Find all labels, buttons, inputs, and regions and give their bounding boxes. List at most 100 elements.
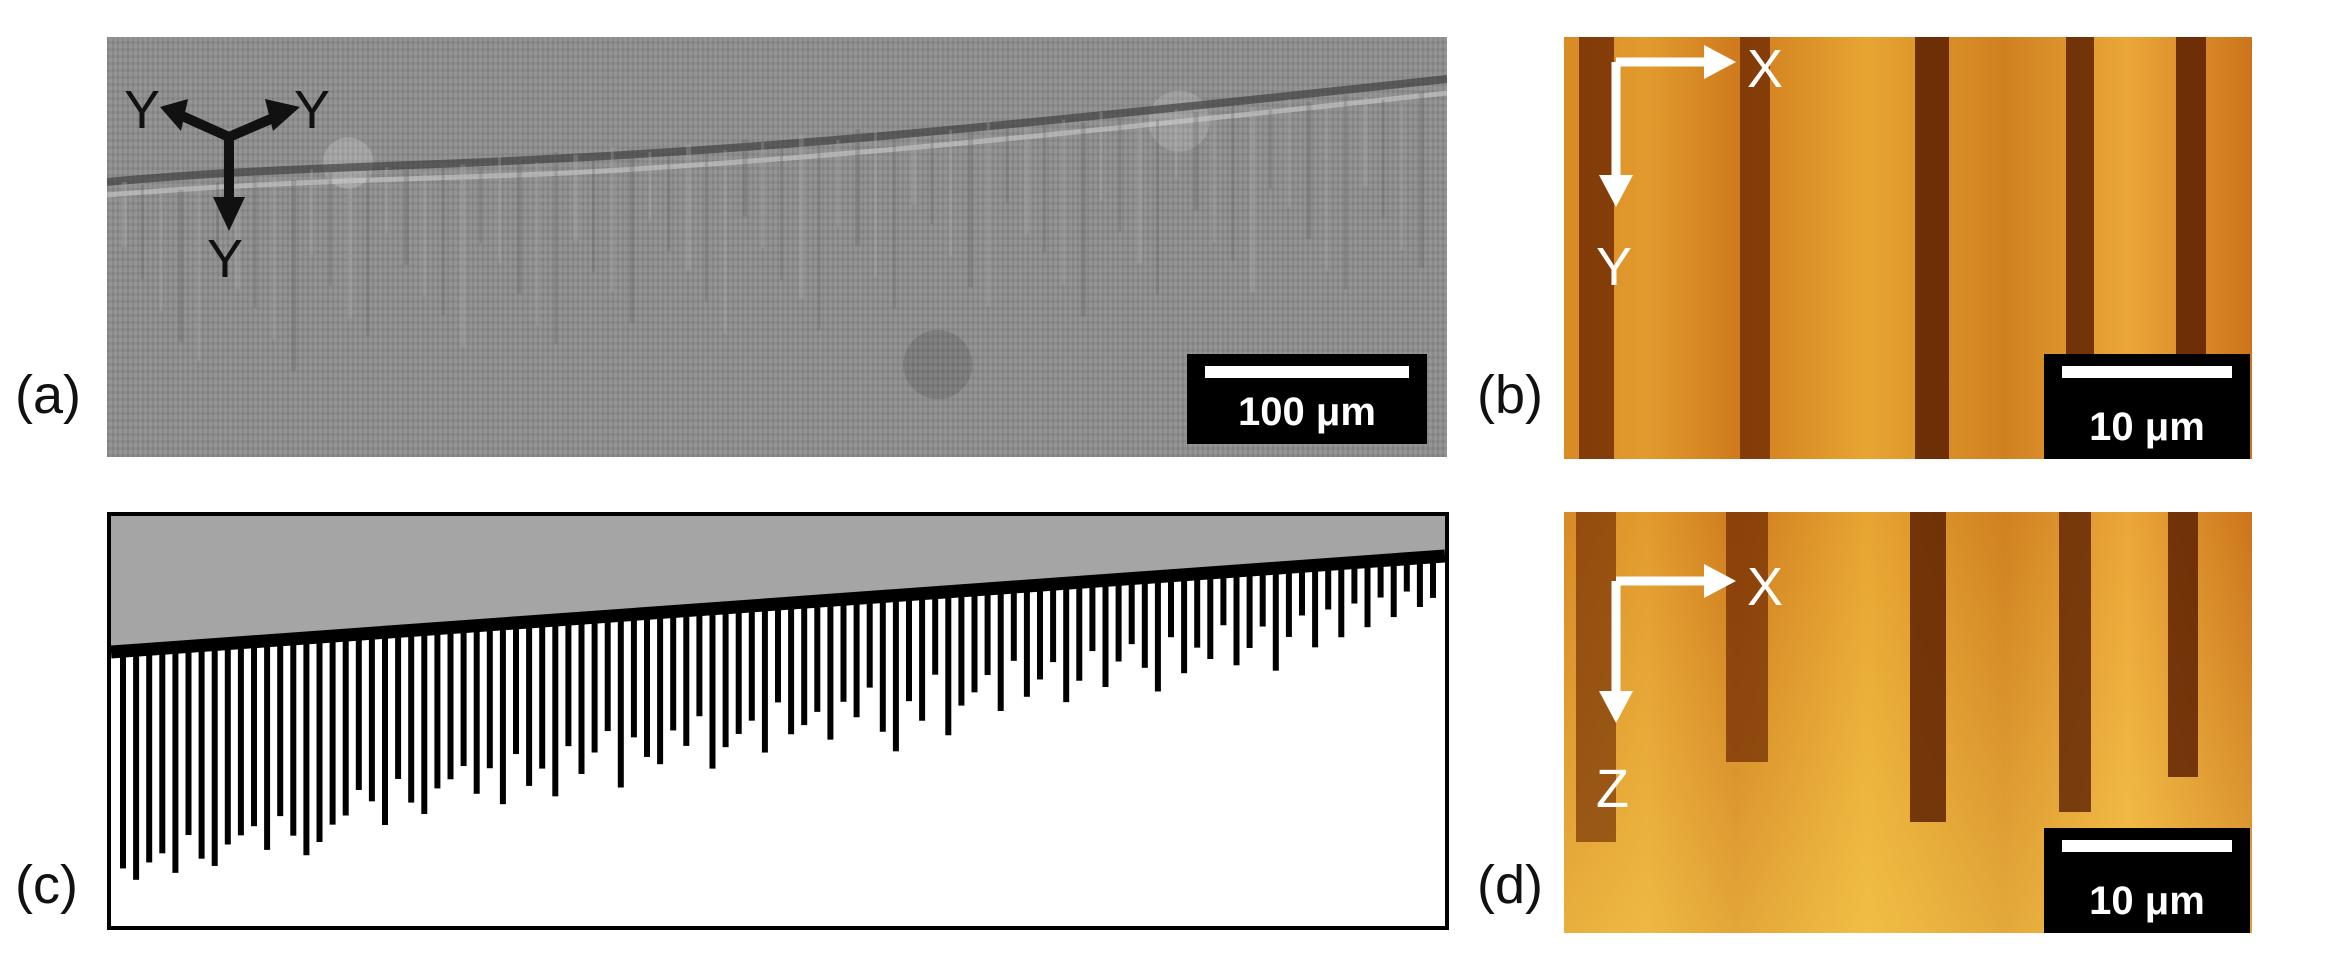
needle-domain (670, 611, 677, 731)
vertical-feature (573, 154, 579, 241)
vertical-feature (216, 182, 219, 258)
needle-domain (552, 620, 559, 797)
vertical-feature (122, 182, 127, 247)
vertical-feature (1118, 114, 1122, 232)
needle-domain (1285, 567, 1292, 637)
needle-domain (1246, 570, 1253, 648)
vertical-feature (949, 129, 953, 256)
panel-a-scale-bar: 100 μm (1187, 354, 1427, 444)
vertical-feature (892, 134, 896, 309)
needle-domain (1416, 557, 1423, 608)
vertical-feature (1400, 102, 1404, 250)
needle-domain (251, 641, 257, 827)
needle-domain (866, 597, 873, 688)
needle-domain (814, 601, 821, 712)
surface-layer (111, 516, 1445, 652)
panel-d-domain-stripes (1576, 512, 2198, 842)
vertical-feature (761, 142, 765, 249)
heatmap-panel-d: X Z 10 μm (1564, 512, 2252, 933)
needle-domain (1115, 579, 1122, 662)
needle-domain (368, 633, 375, 802)
vertical-feature (592, 157, 595, 273)
vertical-feature (1137, 117, 1143, 264)
panel-d-axis-z: Z (1596, 759, 1629, 819)
vertical-feature (554, 151, 558, 344)
panel-d-scale-bar: 10 μm (2044, 828, 2250, 933)
schematic-panel (107, 512, 1449, 930)
vertical-feature (253, 174, 257, 308)
needle-domain (1351, 562, 1358, 604)
vertical-feature (780, 144, 783, 280)
vertical-feature (1212, 114, 1216, 242)
needle-domain (788, 603, 795, 735)
vertical-feature (140, 184, 144, 279)
needle-domain (565, 619, 572, 747)
needle-domain (539, 620, 546, 769)
needle-domain (355, 634, 362, 790)
vertical-feature (328, 172, 332, 287)
vertical-feature (1062, 119, 1065, 285)
vertical-feature (1024, 127, 1030, 235)
needle-domain (434, 628, 441, 789)
needle-domain (1194, 573, 1201, 648)
panel-label-d: (d) (1477, 855, 1543, 915)
needle-domain (984, 588, 991, 676)
vertical-feature (347, 174, 353, 318)
heatmap-panel-b: X Y 10 μm (1564, 37, 2252, 459)
needle-domain (303, 637, 310, 856)
needle-domain (499, 623, 506, 805)
needle-domain (1128, 578, 1135, 645)
vertical-feature (667, 154, 671, 251)
needle-domain (1023, 586, 1030, 697)
vertical-feature (629, 149, 635, 323)
needle-domain (513, 622, 519, 755)
vertical-feature (498, 157, 501, 262)
needle-domain (1325, 564, 1332, 610)
vertical-feature (855, 129, 861, 246)
needle-domain (159, 648, 166, 854)
vertical-feature (704, 147, 708, 302)
needle-domain (997, 587, 1004, 711)
xz-axis-icon (1599, 564, 1736, 723)
needle-domain (1102, 580, 1109, 688)
vertical-feature (1231, 104, 1235, 261)
vertical-feature (404, 169, 409, 265)
vertical-feature (817, 137, 821, 331)
vertical-feature (422, 172, 426, 297)
needle-domain (683, 610, 690, 746)
vertical-feature (911, 137, 917, 206)
vertical-feature (1099, 111, 1103, 200)
vertical-feature (1362, 96, 1368, 186)
needle-domain (644, 613, 650, 757)
vertical-feature (742, 139, 748, 217)
needle-domain (1403, 558, 1410, 592)
vertical-feature (1174, 109, 1178, 179)
needle-domain (342, 635, 349, 816)
needle-domain (879, 596, 886, 732)
panel-b-scale-bar: 10 μm (2044, 354, 2250, 459)
vertical-feature (648, 152, 652, 220)
vertical-feature (310, 169, 313, 255)
needle-domain (290, 638, 297, 836)
needle-domain (408, 630, 415, 803)
needle-domain (224, 643, 231, 845)
vertical-feature (234, 184, 240, 289)
needle-domain (1037, 585, 1043, 680)
needle-domain (604, 616, 611, 732)
needle-domain (1010, 587, 1017, 661)
panel-b-axis-y: Y (1596, 237, 1633, 297)
needle-domain (801, 602, 808, 726)
needle-domain (1089, 581, 1096, 652)
needle-domain (1076, 582, 1083, 681)
vertical-feature (798, 134, 804, 299)
needle-domain (526, 621, 533, 786)
vertical-feature (723, 149, 727, 333)
needle-domain (1141, 577, 1148, 668)
panel-a-axis-left: Y (124, 80, 161, 140)
panel-label-a: (a) (15, 365, 81, 425)
needle-domain (617, 615, 624, 788)
vertical-feature (1306, 101, 1312, 239)
needle-domain (657, 612, 664, 765)
needle-domain (892, 595, 899, 752)
vertical-feature (178, 189, 184, 342)
